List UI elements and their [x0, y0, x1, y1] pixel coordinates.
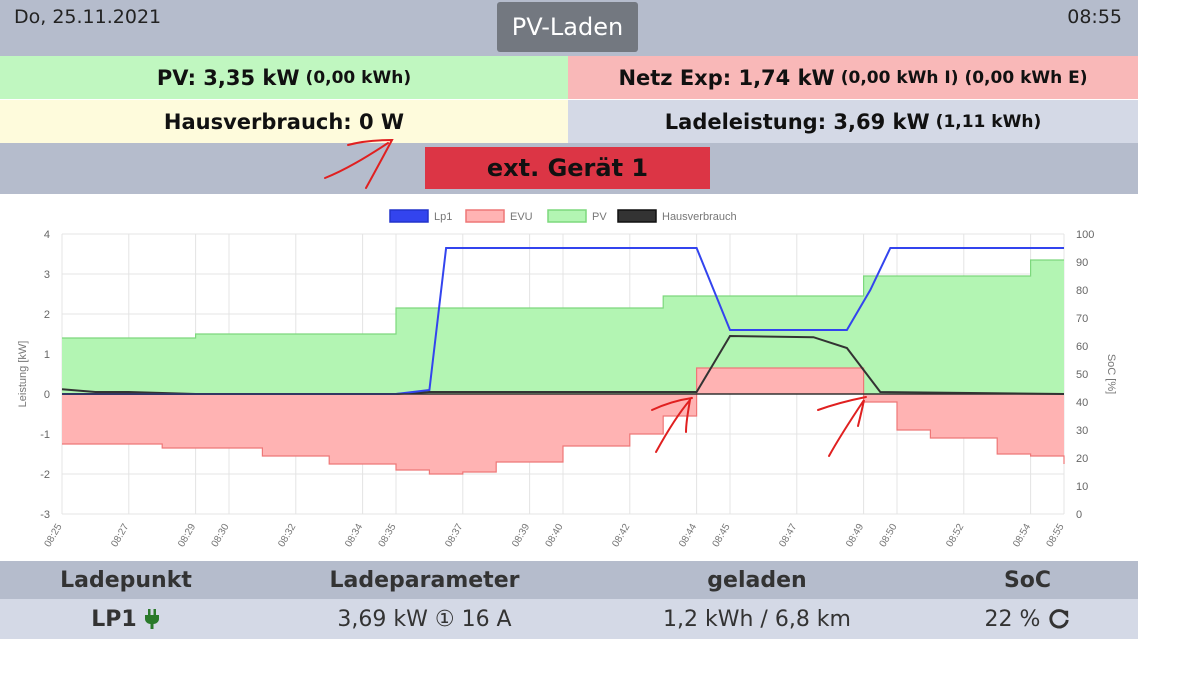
y-right-tick-label: 50 [1076, 369, 1088, 381]
charging-power-label: Ladeleistung: 3,69 kW [664, 109, 930, 134]
legend-swatch [465, 209, 505, 223]
y-tick-label: -3 [40, 509, 50, 521]
y-right-tick-label: 80 [1076, 285, 1088, 297]
evu-series-line [62, 367, 1065, 475]
house-consumption-panel: Hausverbrauch: 0 W [0, 100, 568, 143]
x-tick-label: 08:40 [544, 522, 566, 550]
y-tick-label: -1 [40, 429, 50, 441]
charge-params-cell: 3,69 kW ① 16 A [337, 606, 512, 632]
charging-energy-label: (1,11 kWh) [935, 111, 1042, 132]
y-right-tick-label: 90 [1076, 257, 1088, 269]
external-device-button[interactable]: ext. Gerät 1 [425, 147, 710, 189]
x-tick-label: 08:34 [343, 522, 365, 550]
y-tick-label: 1 [44, 349, 50, 361]
grid-export-label: Netz Exp: 1,74 kW [618, 65, 835, 90]
y-tick-label: 3 [44, 269, 50, 281]
x-tick-label: 08:50 [878, 522, 900, 550]
y-right-tick-label: 30 [1076, 425, 1088, 437]
x-tick-label: 08:35 [377, 522, 399, 550]
x-tick-label: 08:39 [510, 522, 532, 550]
table-row[interactable]: LP1 3,69 kW ① 16 A 1,2 kWh / 6,8 km 22 % [0, 599, 1138, 639]
y-tick-label: -2 [40, 469, 50, 481]
y-right-tick-label: 40 [1076, 397, 1088, 409]
legend-label: Hausverbrauch [662, 211, 737, 223]
grid-export-panel: Netz Exp: 1,74 kW (0,00 kWh I) (0,00 kWh… [568, 56, 1138, 99]
pv-power-label: PV: 3,35 kW [156, 65, 300, 90]
charge-table-header: Ladepunkt Ladeparameter geladen SoC [0, 561, 1138, 599]
y-tick-label: 0 [44, 389, 50, 401]
y-right-axis-label: SoC [%] [1105, 354, 1117, 394]
x-tick-label: 08:45 [711, 522, 733, 550]
x-tick-label: 08:29 [176, 522, 198, 550]
y-right-tick-label: 60 [1076, 341, 1088, 353]
x-tick-label: 08:27 [109, 522, 131, 550]
col-geladen: geladen [707, 567, 807, 593]
legend-label: Lp1 [434, 211, 452, 223]
x-tick-label: 08:52 [944, 522, 966, 550]
x-tick-label: 08:30 [210, 522, 232, 550]
y-right-tick-label: 20 [1076, 453, 1088, 465]
lp1-series-line [62, 247, 1064, 395]
plug-icon [144, 609, 159, 629]
pv-series-line [62, 259, 1064, 339]
x-tick-label: 08:55 [1045, 522, 1067, 550]
y-tick-label: 4 [44, 229, 50, 241]
y-axis-label: Leistung [kW] [17, 341, 29, 408]
x-tick-label: 08:47 [777, 522, 799, 550]
x-tick-label: 08:37 [443, 522, 465, 550]
legend-swatch [547, 209, 587, 223]
charged-energy-cell: 1,2 kWh / 6,8 km [663, 606, 851, 632]
x-tick-label: 08:49 [844, 522, 866, 550]
x-tick-label: 08:42 [610, 522, 632, 550]
legend-label: PV [592, 211, 607, 223]
house-consumption-label: Hausverbrauch: 0 W [163, 109, 405, 134]
legend-label: EVU [510, 211, 533, 223]
col-ladeparameter: Ladeparameter [329, 567, 520, 593]
chargepoint-cell[interactable]: LP1 [0, 599, 252, 639]
y-right-tick-label: 70 [1076, 313, 1088, 325]
power-chart: -3 -2 -1 0 1 2 3 4 08:25 08:27 08:29 08:30 08:32 08:3… [17, 209, 1117, 550]
chargepoint-name[interactable]: LP1 [91, 606, 137, 632]
y-tick-label: 2 [44, 309, 50, 321]
soc-value: 22 % [984, 606, 1041, 632]
date-display: Do, 25.11.2021 [14, 6, 162, 28]
grid-energy-label: (0,00 kWh I) (0,00 kWh E) [840, 67, 1088, 88]
soc-cell: 22 % [917, 599, 1138, 639]
y-right-tick-label: 0 [1076, 509, 1082, 521]
charge-mode-button[interactable]: PV-Laden [497, 2, 638, 52]
y-right-tick-label: 10 [1076, 481, 1088, 493]
x-tick-label: 08:32 [276, 522, 298, 550]
legend-swatch [389, 209, 429, 223]
pv-power-panel: PV: 3,35 kW (0,00 kWh) [0, 56, 568, 99]
col-soc: SoC [1003, 567, 1052, 593]
col-ladepunkt: Ladepunkt [60, 567, 192, 593]
y-right-tick-label: 100 [1076, 229, 1094, 241]
pv-series-area [62, 260, 1064, 394]
clock-display: 08:55 [1067, 6, 1122, 28]
x-tick-label: 08:25 [43, 522, 65, 550]
x-tick-label: 08:44 [677, 522, 699, 550]
x-tick-label: 08:54 [1011, 522, 1033, 550]
hausverbrauch-series-line [61, 334, 1065, 395]
charging-power-panel: Ladeleistung: 3,69 kW (1,11 kWh) [568, 100, 1138, 143]
refresh-icon[interactable] [1048, 608, 1070, 630]
legend-swatch [617, 209, 657, 223]
pv-energy-label: (0,00 kWh) [305, 67, 412, 88]
